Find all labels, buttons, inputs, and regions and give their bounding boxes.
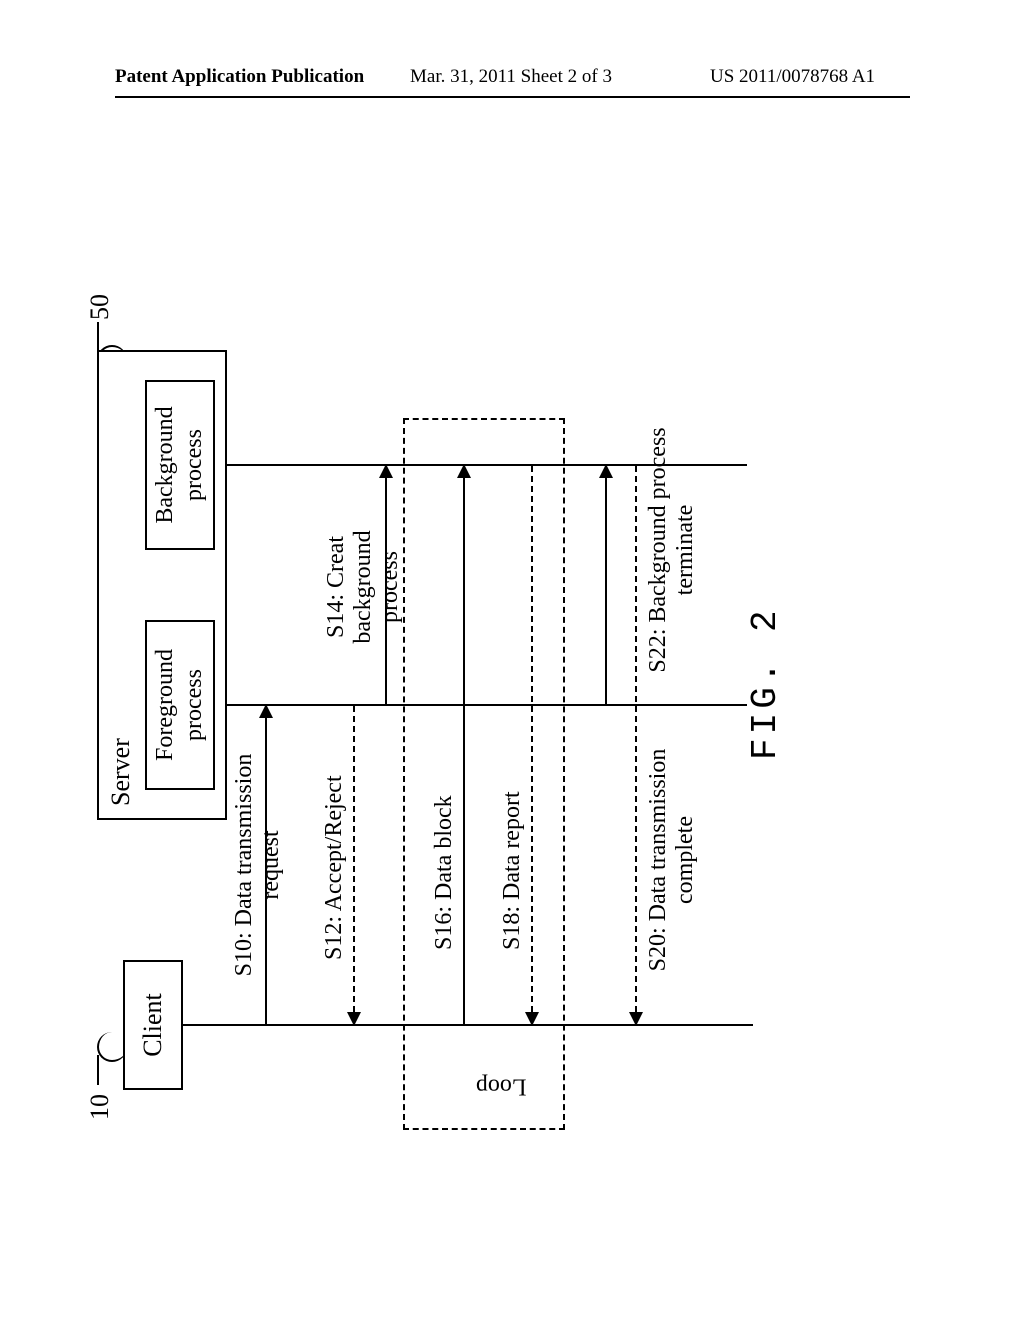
header-rule <box>115 96 910 98</box>
arrowhead-s14 <box>379 464 393 478</box>
arrowhead-s20 <box>629 1012 643 1026</box>
ref-server-num: 50 <box>85 294 115 320</box>
foreground-label: Foreground process <box>151 649 209 761</box>
header-left: Patent Application Publication <box>115 66 364 88</box>
header-right: US 2011/0078768 A1 <box>710 66 875 88</box>
client-label: Client <box>137 993 168 1057</box>
foreground-box: Foreground process <box>145 620 215 790</box>
sequence-diagram: 10 50 Client Server Foreground process B… <box>105 210 785 1160</box>
arrowhead-s18 <box>525 1012 539 1026</box>
loop-frame <box>403 418 565 1130</box>
arrow-s16 <box>463 478 465 1024</box>
figure-rotated-container: 10 50 Client Server Foreground process B… <box>35 275 985 1095</box>
arrowhead-s10 <box>259 704 273 718</box>
arrow-s18 <box>531 466 533 1012</box>
label-s16: S16: Data block <box>431 795 458 950</box>
leader-server-h <box>97 322 99 352</box>
arrow-s20 <box>635 466 637 1012</box>
label-s18: S18: Data report <box>499 791 526 950</box>
arrow-s22 <box>605 478 607 704</box>
loop-label: Loop <box>476 1073 527 1100</box>
label-s22: S22: Background process terminate <box>645 420 699 680</box>
leader-client-h <box>97 1055 99 1085</box>
label-s10: S10: Data transmission request <box>231 750 285 980</box>
arrowhead-s22 <box>599 464 613 478</box>
ref-client-num: 10 <box>85 1094 115 1120</box>
label-s20: S20: Data transmission complete <box>645 740 699 980</box>
arrowhead-s12 <box>347 1012 361 1026</box>
header-mid: Mar. 31, 2011 Sheet 2 of 3 <box>410 66 612 88</box>
figure-label: FIG. 2 <box>745 606 786 760</box>
arrowhead-s16 <box>457 464 471 478</box>
background-label: Background process <box>151 406 209 523</box>
client-box: Client <box>123 960 183 1090</box>
server-label: Server <box>105 738 136 806</box>
label-s12: S12: Accept/Reject <box>321 775 348 960</box>
background-box: Background process <box>145 380 215 550</box>
arrow-s12 <box>353 706 355 1012</box>
label-s14: S14: Creat background process <box>323 482 404 692</box>
